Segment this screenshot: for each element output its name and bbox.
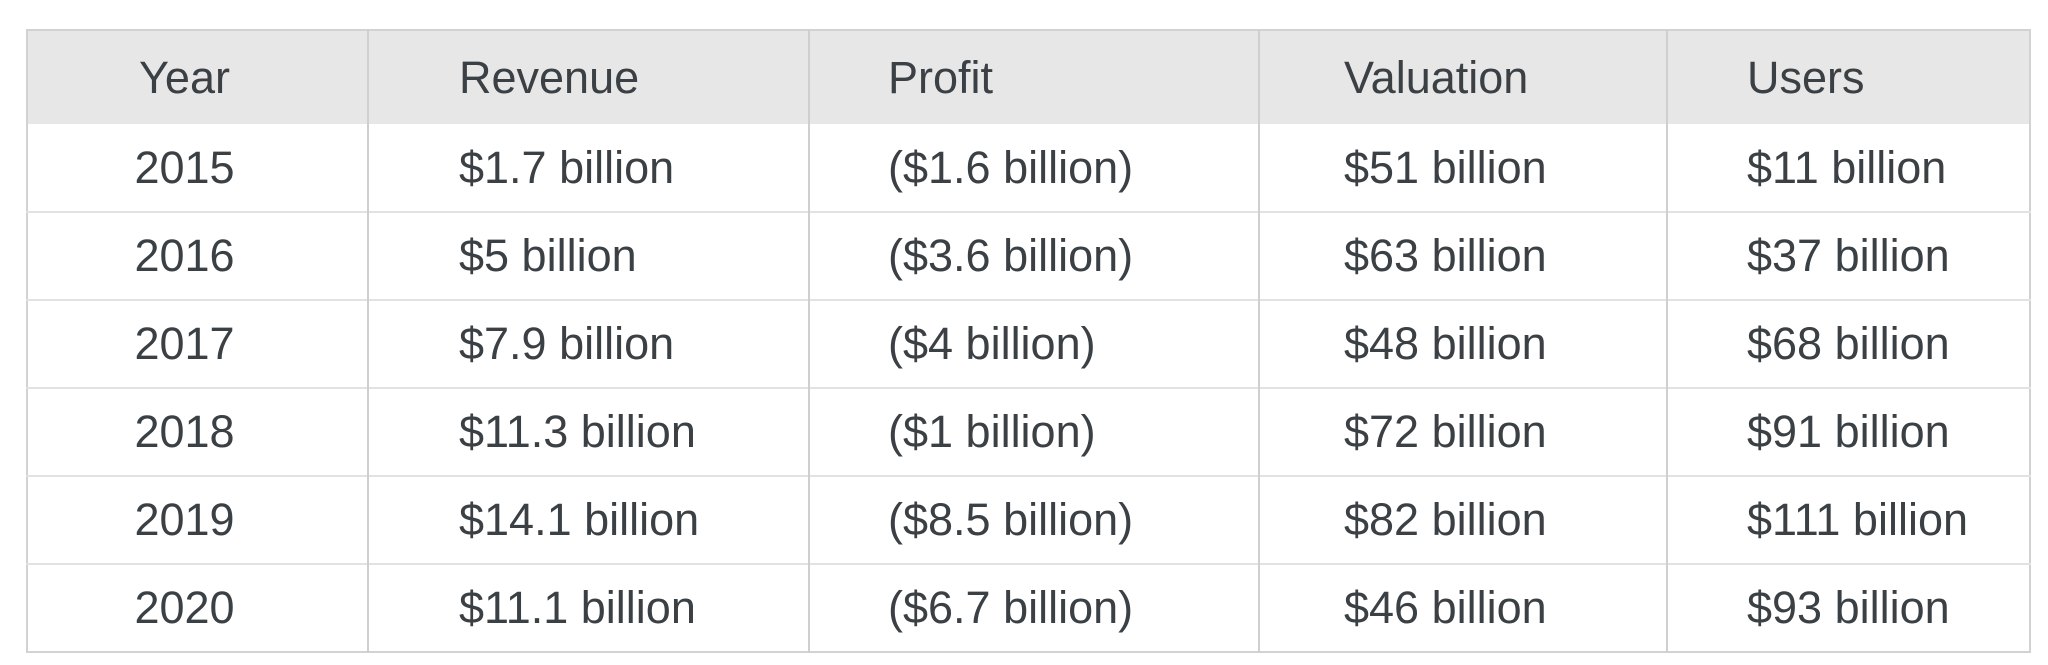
cell-year: 2018 bbox=[27, 387, 369, 476]
cell-profit: ($6.7 billion) bbox=[809, 563, 1260, 652]
column-header-year: Year bbox=[27, 30, 369, 124]
table-row: 2019 $14.1 billion ($8.5 billion) $82 bi… bbox=[27, 475, 2030, 564]
cell-users: $91 billion bbox=[1667, 387, 2030, 476]
cell-profit: ($8.5 billion) bbox=[809, 475, 1260, 564]
cell-valuation: $63 billion bbox=[1259, 211, 1668, 300]
cell-year: 2015 bbox=[27, 124, 369, 212]
cell-profit: ($1 billion) bbox=[809, 387, 1260, 476]
table-row: 2017 $7.9 billion ($4 billion) $48 billi… bbox=[27, 299, 2030, 388]
cell-valuation: $48 billion bbox=[1259, 299, 1668, 388]
header-row: Year Revenue Profit Valuation Users bbox=[27, 30, 2030, 124]
cell-year: 2016 bbox=[27, 211, 369, 300]
cell-valuation: $46 billion bbox=[1259, 563, 1668, 652]
cell-profit: ($4 billion) bbox=[809, 299, 1260, 388]
cell-revenue: $11.3 billion bbox=[368, 387, 810, 476]
cell-year: 2017 bbox=[27, 299, 369, 388]
cell-users: $93 billion bbox=[1667, 563, 2030, 652]
cell-revenue: $11.1 billion bbox=[368, 563, 810, 652]
cell-revenue: $1.7 billion bbox=[368, 124, 810, 212]
cell-valuation: $51 billion bbox=[1259, 124, 1668, 212]
cell-revenue: $7.9 billion bbox=[368, 299, 810, 388]
cell-profit: ($3.6 billion) bbox=[809, 211, 1260, 300]
financials-table: Year Revenue Profit Valuation Users 2015… bbox=[26, 29, 2031, 653]
table-row: 2015 $1.7 billion ($1.6 billion) $51 bil… bbox=[27, 124, 2030, 212]
column-header-users: Users bbox=[1667, 30, 2030, 124]
table-row: 2018 $11.3 billion ($1 billion) $72 bill… bbox=[27, 387, 2030, 476]
table-row: 2016 $5 billion ($3.6 billion) $63 billi… bbox=[27, 211, 2030, 300]
cell-valuation: $72 billion bbox=[1259, 387, 1668, 476]
table-row: 2020 $11.1 billion ($6.7 billion) $46 bi… bbox=[27, 563, 2030, 652]
cell-profit: ($1.6 billion) bbox=[809, 124, 1260, 212]
column-header-revenue: Revenue bbox=[368, 30, 810, 124]
cell-users: $11 billion bbox=[1747, 141, 1947, 193]
column-header-profit: Profit bbox=[809, 30, 1260, 124]
cell-users: $111 billion bbox=[1667, 475, 2030, 564]
cell-year: 2020 bbox=[27, 563, 369, 652]
cell-revenue: $5 billion bbox=[368, 211, 810, 300]
cell-year: 2019 bbox=[27, 475, 369, 564]
cell-users: $37 billion bbox=[1667, 211, 2030, 300]
column-header-valuation: Valuation bbox=[1259, 30, 1668, 124]
cell-users: $68 billion bbox=[1667, 299, 2030, 388]
cell-valuation: $82 billion bbox=[1259, 475, 1668, 564]
cell-revenue: $14.1 billion bbox=[368, 475, 810, 564]
